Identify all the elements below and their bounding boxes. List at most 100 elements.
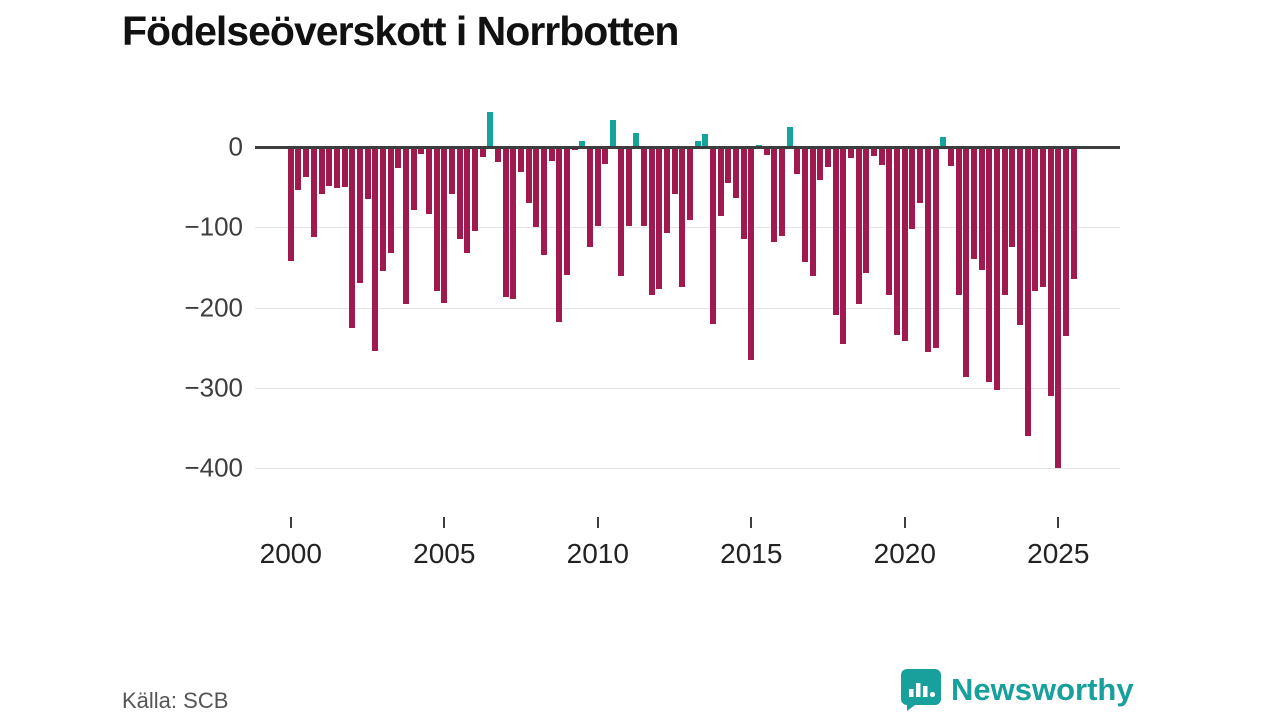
bar-2000-q3 — [310, 147, 317, 237]
bar-2000-q67 — [802, 147, 809, 262]
chart-title: Födelseöverskott i Norrbotten — [122, 8, 679, 54]
bar-2000-q8 — [349, 147, 356, 328]
bar-2000-q21 — [448, 147, 455, 194]
bar-2000-q71 — [832, 147, 839, 315]
bar-2000-q41 — [602, 147, 609, 164]
bar-2000-q91 — [986, 147, 993, 383]
x-tick-label-2015: 2015 — [720, 538, 783, 569]
bar-2000-q96 — [1024, 147, 1031, 436]
bar-2000-q70 — [825, 147, 832, 168]
bar-2000-q102 — [1070, 147, 1077, 280]
bar-2000-q23 — [464, 147, 471, 253]
bar-2000-q20 — [441, 147, 448, 304]
bar-2000-q46 — [640, 147, 647, 226]
bar-2000-q17 — [418, 147, 425, 155]
bar-2000-q68 — [809, 147, 816, 277]
bar-2000-q86 — [947, 147, 954, 167]
zero-axis-line — [255, 145, 1120, 149]
bar-2000-q2 — [303, 147, 310, 177]
bar-2000-q4 — [318, 147, 325, 194]
bar-2000-q55 — [709, 147, 716, 325]
x-tick-label-2025: 2025 — [1027, 538, 1090, 569]
bar-2000-q37 — [571, 147, 578, 151]
bar-2000-q77 — [878, 147, 885, 166]
bar-2000-q33 — [541, 147, 548, 255]
bar-2000-q6 — [333, 147, 340, 188]
bar-2000-q16 — [410, 147, 417, 211]
bar-2000-q25 — [479, 147, 486, 158]
bar-2000-q42 — [610, 119, 617, 147]
bar-2000-q11 — [372, 147, 379, 351]
y-tick-label: 0 — [228, 131, 243, 162]
bar-2000-q1 — [295, 147, 302, 191]
bar-2000-q44 — [625, 147, 632, 226]
y-tick-label: −100 — [184, 211, 243, 242]
bar-2000-q56 — [717, 147, 724, 216]
bar-2000-q34 — [548, 147, 555, 162]
bar-2000-q30 — [518, 147, 525, 172]
bar-2000-q58 — [732, 147, 739, 199]
bar-2000-q98 — [1039, 147, 1046, 288]
bar-2000-q43 — [617, 147, 624, 277]
bar-2000-q13 — [387, 147, 394, 253]
x-tick-label-2000: 2000 — [259, 538, 322, 569]
y-tick-label: −400 — [184, 452, 243, 483]
bar-2000-q66 — [794, 147, 801, 175]
x-tick-2005 — [443, 517, 446, 528]
bar-2000-q64 — [779, 147, 785, 237]
x-tick-2010 — [596, 517, 599, 528]
gridline--400 — [255, 468, 1120, 469]
source-note: Källa: SCB — [122, 688, 229, 713]
x-tick-2020 — [903, 517, 906, 528]
bar-2000-q40 — [594, 147, 601, 226]
bar-2000-q84 — [932, 147, 939, 348]
bar-2000-q27 — [495, 147, 502, 163]
brand-logo: Newsworthy — [901, 669, 1134, 711]
bar-2000-q36 — [564, 147, 571, 276]
bar-2000-q48 — [656, 147, 663, 290]
x-tick-2015 — [750, 517, 753, 528]
bar-2000-q78 — [886, 147, 893, 295]
bar-2000-q29 — [510, 147, 517, 300]
bar-2000-q52 — [686, 147, 693, 221]
bar-2000-q81 — [909, 147, 916, 229]
bar-2000-q76 — [871, 147, 878, 156]
bar-2000-q82 — [917, 147, 924, 204]
bar-2000-q47 — [648, 147, 655, 295]
bar-2000-q60 — [748, 147, 755, 360]
bar-2000-q22 — [456, 147, 463, 240]
gridline--300 — [255, 387, 1120, 389]
bar-2000-q14 — [395, 147, 402, 168]
bar-2000-q74 — [855, 147, 862, 305]
bar-2000-q83 — [924, 147, 931, 353]
bar-2000-q73 — [848, 147, 855, 159]
bar-2000-q45 — [633, 132, 640, 147]
bar-2000-q63 — [771, 147, 778, 242]
bar-2000-q90 — [978, 147, 985, 270]
bar-2000-q10 — [364, 147, 371, 200]
bar-2000-q72 — [840, 147, 847, 344]
x-tick-label-2005: 2005 — [413, 538, 476, 569]
x-tick-label-2010: 2010 — [566, 538, 629, 569]
bar-2000-q101 — [1062, 147, 1069, 336]
bar-2000-q62 — [763, 147, 770, 156]
bar-2000-q19 — [433, 147, 440, 292]
bar-2000-q80 — [901, 147, 908, 342]
bar-2000-q7 — [341, 147, 348, 188]
bar-2000-q39 — [587, 147, 594, 248]
y-tick-label: −300 — [184, 372, 243, 403]
bar-2000-q88 — [963, 147, 970, 377]
x-tick-2000 — [289, 517, 292, 528]
bar-2000-q100 — [1055, 147, 1062, 468]
bar-2000-q51 — [679, 147, 686, 288]
bar-2000-q94 — [1009, 147, 1016, 247]
bar-2000-q5 — [326, 147, 333, 186]
bar-2000-q93 — [1001, 147, 1008, 296]
bar-2000-q99 — [1047, 147, 1054, 396]
bar-2000-q12 — [379, 147, 386, 272]
bar-2000-q65 — [786, 126, 793, 147]
bar-2000-q9 — [356, 147, 363, 284]
bar-2000-q59 — [740, 147, 747, 240]
